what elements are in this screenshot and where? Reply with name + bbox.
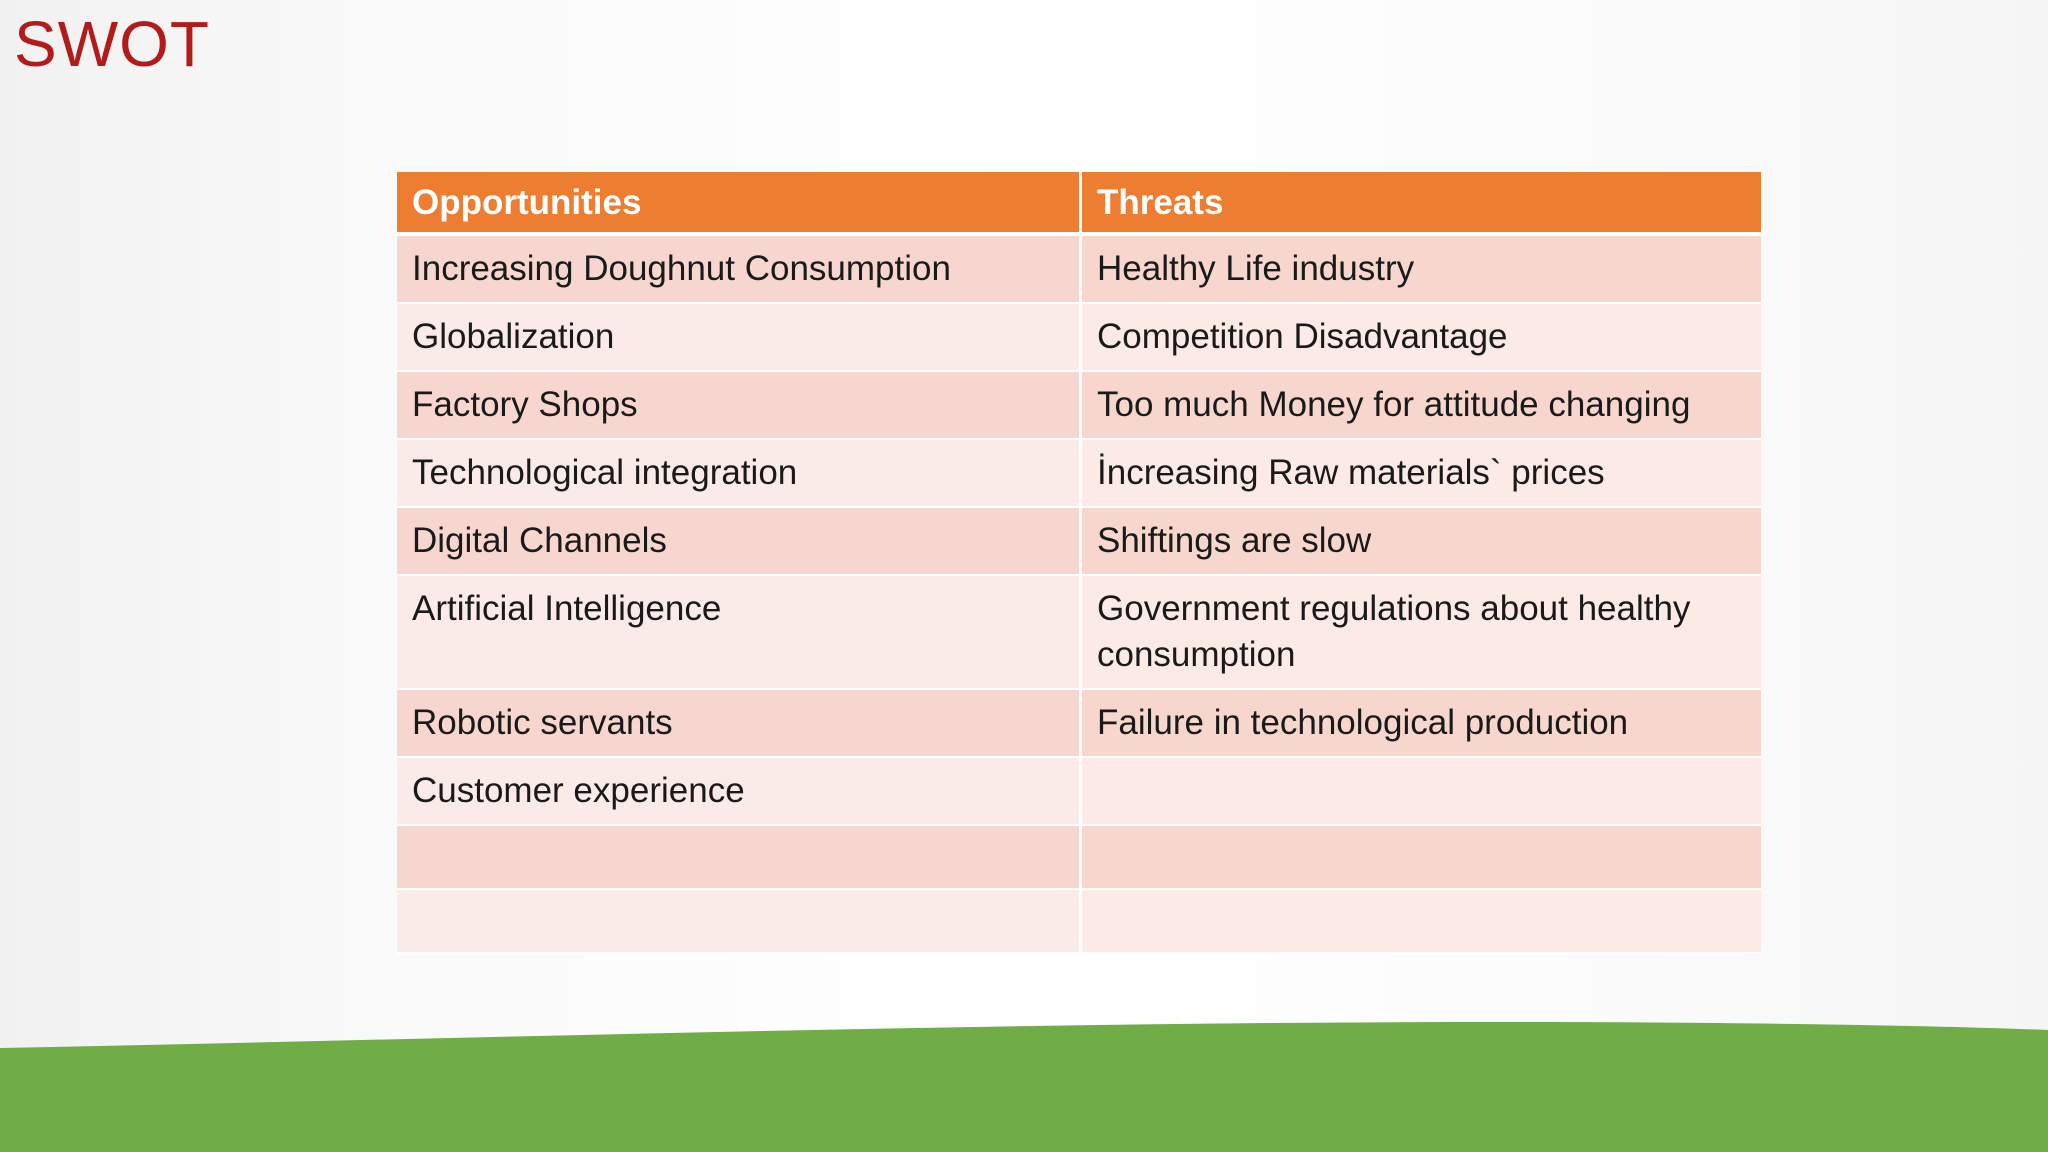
threat-cell: Healthy Life industry	[1079, 236, 1761, 304]
table-row: Increasing Doughnut Consumption Healthy …	[397, 236, 1761, 304]
threat-cell: Too much Money for attitude changing	[1079, 372, 1761, 440]
threat-cell: Failure in technological production	[1079, 690, 1761, 758]
table-row: Customer experience	[397, 758, 1761, 826]
table-row	[397, 890, 1761, 954]
opportunity-cell: Globalization	[397, 304, 1079, 372]
opportunity-cell: Robotic servants	[397, 690, 1079, 758]
table-header-row: Opportunities Threats	[397, 172, 1761, 236]
table-row: Globalization Competition Disadvantage	[397, 304, 1761, 372]
opportunity-cell: Artificial Intelligence	[397, 576, 1079, 690]
opportunity-cell: Customer experience	[397, 758, 1079, 826]
opportunity-cell: Increasing Doughnut Consumption	[397, 236, 1079, 304]
opportunity-cell: Technological integration	[397, 440, 1079, 508]
threat-cell: Government regulations about healthy con…	[1079, 576, 1761, 690]
footer-green-wave	[0, 1022, 2048, 1152]
swot-table: Opportunities Threats Increasing Doughnu…	[397, 172, 1761, 954]
threat-cell: Shiftings are slow	[1079, 508, 1761, 576]
opportunity-cell	[397, 826, 1079, 890]
table-row: Factory Shops Too much Money for attitud…	[397, 372, 1761, 440]
threat-cell: Competition Disadvantage	[1079, 304, 1761, 372]
table-row: Artificial Intelligence Government regul…	[397, 576, 1761, 690]
opportunity-cell: Factory Shops	[397, 372, 1079, 440]
opportunity-cell: Digital Channels	[397, 508, 1079, 576]
slide-title: SWOT	[14, 8, 210, 80]
header-threats: Threats	[1079, 172, 1761, 236]
table-row: Robotic servants Failure in technologica…	[397, 690, 1761, 758]
threat-cell	[1079, 758, 1761, 826]
threat-cell	[1079, 826, 1761, 890]
table-row	[397, 826, 1761, 890]
threat-cell: İncreasing Raw materials` prices	[1079, 440, 1761, 508]
table-row: Digital Channels Shiftings are slow	[397, 508, 1761, 576]
threat-cell	[1079, 890, 1761, 954]
opportunity-cell	[397, 890, 1079, 954]
footer-wave-shape	[0, 1022, 2048, 1152]
header-opportunities: Opportunities	[397, 172, 1079, 236]
table-row: Technological integration İncreasing Raw…	[397, 440, 1761, 508]
